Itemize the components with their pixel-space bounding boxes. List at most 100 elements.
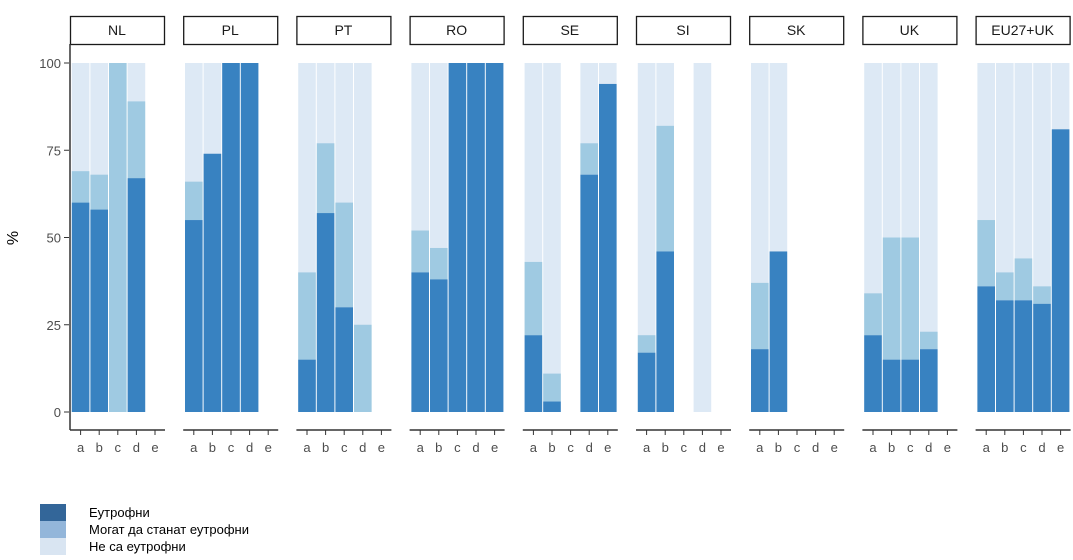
bar-eutrophic xyxy=(127,178,146,412)
bar-may-become xyxy=(656,125,674,252)
bar-not-eutrophic xyxy=(637,63,656,412)
x-tick-label: a xyxy=(303,440,311,455)
facet-strip xyxy=(862,15,958,46)
facet-strip xyxy=(409,15,505,46)
bar-eutrophic xyxy=(411,272,429,412)
legend-label-may-become: Могат да станат еутрофни xyxy=(89,522,249,537)
bar-eutrophic xyxy=(222,63,240,412)
facet-strip xyxy=(635,15,732,46)
y-tick-label: 50 xyxy=(47,231,61,246)
bar-may-become xyxy=(411,230,429,273)
x-tick-label: b xyxy=(435,440,442,455)
bar-eutrophic xyxy=(467,63,485,412)
bar-eutrophic xyxy=(90,209,108,412)
x-tick-label: c xyxy=(907,440,914,455)
bar-eutrophic xyxy=(996,300,1014,412)
bar-not-eutrophic xyxy=(920,63,938,412)
bar-eutrophic xyxy=(448,63,467,412)
bar-may-become xyxy=(580,143,598,175)
x-tick-label: c xyxy=(115,440,122,455)
x-tick-label: a xyxy=(77,440,85,455)
bar-not-eutrophic xyxy=(543,63,561,412)
x-tick-label: b xyxy=(96,440,103,455)
bar-eutrophic xyxy=(298,359,316,412)
bar-may-become xyxy=(882,237,901,360)
x-tick-label: b xyxy=(548,440,555,455)
x-tick-label: d xyxy=(246,440,253,455)
x-tick-label: d xyxy=(925,440,932,455)
bar-eutrophic xyxy=(637,352,656,412)
bar-eutrophic xyxy=(864,335,882,412)
bar-not-eutrophic xyxy=(693,63,712,412)
x-tick-label: b xyxy=(209,440,216,455)
x-tick-label: b xyxy=(888,440,895,455)
facet-label: PT xyxy=(334,22,352,38)
x-tick-label: d xyxy=(472,440,479,455)
bar-may-become xyxy=(637,335,656,353)
bar-may-become xyxy=(920,331,938,350)
x-tick-label: b xyxy=(322,440,329,455)
legend-swatch-not-eutrophic xyxy=(40,538,66,555)
legend-swatch-eutrophic xyxy=(40,504,66,521)
bar-eutrophic xyxy=(185,220,203,412)
facet-strip xyxy=(296,15,392,46)
bar-eutrophic xyxy=(1033,303,1051,412)
x-tick-label: d xyxy=(699,440,706,455)
y-tick-label: 0 xyxy=(54,405,61,420)
legend-label-not-eutrophic: Не са еутрофни xyxy=(89,539,186,554)
bar-eutrophic xyxy=(430,279,448,412)
bar-may-become xyxy=(864,293,882,336)
y-axis-label: % xyxy=(5,231,22,245)
x-tick-label: c xyxy=(794,440,801,455)
bar-eutrophic xyxy=(485,63,504,412)
bar-eutrophic xyxy=(580,174,598,412)
x-tick-label: e xyxy=(151,440,158,455)
facet-label: UK xyxy=(900,22,920,38)
y-tick-label: 25 xyxy=(47,318,61,333)
facet-label: SI xyxy=(676,22,689,38)
bar-may-become xyxy=(335,202,353,308)
x-tick-label: e xyxy=(831,440,838,455)
bar-eutrophic xyxy=(882,359,901,412)
bar-eutrophic xyxy=(240,63,259,412)
bar-may-become xyxy=(751,282,769,350)
x-tick-label: a xyxy=(869,440,877,455)
bar-may-become xyxy=(977,220,995,287)
facet-strip xyxy=(975,15,1071,46)
x-tick-label: b xyxy=(1001,440,1008,455)
x-tick-label: c xyxy=(341,440,348,455)
bar-may-become xyxy=(316,143,335,214)
x-tick-label: a xyxy=(190,440,198,455)
bar-may-become xyxy=(109,63,127,412)
x-tick-label: a xyxy=(530,440,538,455)
bar-may-become xyxy=(524,261,543,336)
bar-may-become xyxy=(901,237,919,360)
bar-may-become xyxy=(430,247,448,280)
y-tick-label: 75 xyxy=(47,143,61,158)
facet-label: EU27+UK xyxy=(991,22,1054,38)
legend-swatch-may-become xyxy=(40,521,66,538)
x-tick-label: d xyxy=(1038,440,1045,455)
bar-eutrophic xyxy=(543,401,561,412)
x-tick-label: a xyxy=(643,440,651,455)
bar-may-become xyxy=(298,272,316,360)
bar-eutrophic xyxy=(203,153,222,413)
x-tick-label: d xyxy=(133,440,140,455)
facet-label: SE xyxy=(560,22,579,38)
bar-may-become xyxy=(543,373,561,402)
x-tick-label: a xyxy=(417,440,425,455)
x-tick-label: a xyxy=(983,440,991,455)
facet-strip xyxy=(69,15,166,46)
x-tick-label: e xyxy=(944,440,951,455)
bar-eutrophic xyxy=(599,83,617,412)
x-tick-label: d xyxy=(359,440,366,455)
facet-label: NL xyxy=(108,22,126,38)
facet-label: PL xyxy=(222,22,239,38)
x-tick-label: c xyxy=(567,440,574,455)
x-tick-label: c xyxy=(228,440,235,455)
x-tick-label: b xyxy=(775,440,782,455)
x-tick-label: a xyxy=(756,440,764,455)
x-tick-label: d xyxy=(586,440,593,455)
bar-eutrophic xyxy=(751,349,769,412)
